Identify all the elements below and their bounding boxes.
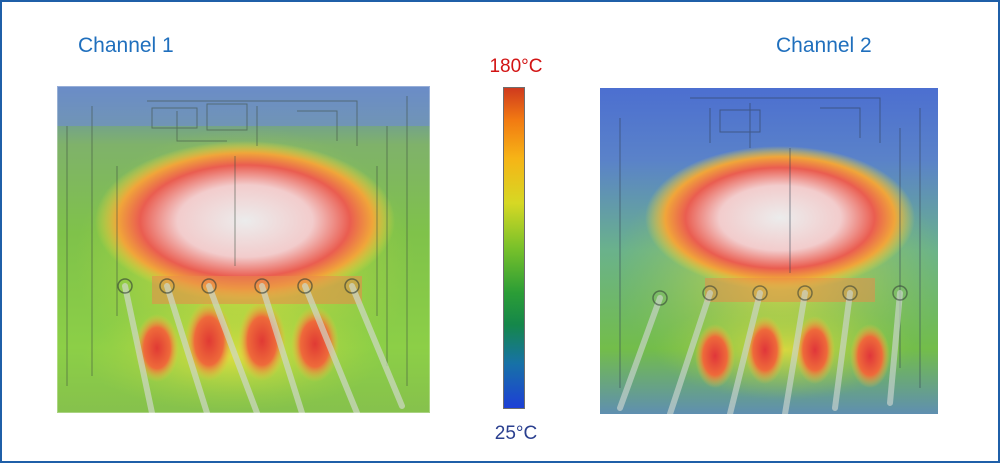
- temperature-colorbar: [503, 87, 525, 409]
- scale-min-label: 25°C: [494, 423, 538, 444]
- channel-1-thermal-image: [57, 86, 430, 413]
- scale-max-label: 180°C: [489, 56, 543, 77]
- channel-1-label: Channel 1: [78, 34, 174, 57]
- channel-2-label: Channel 2: [776, 34, 872, 57]
- channel-2-thermal-image: [600, 88, 938, 414]
